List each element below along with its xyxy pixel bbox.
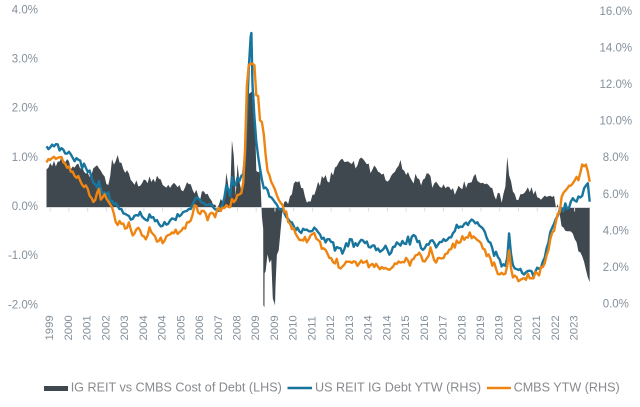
svg-text:2005: 2005 bbox=[175, 315, 187, 340]
svg-text:0.0%: 0.0% bbox=[603, 299, 629, 311]
svg-text:-1.0%: -1.0% bbox=[8, 250, 38, 262]
svg-text:2004: 2004 bbox=[138, 315, 150, 340]
svg-text:0.0%: 0.0% bbox=[12, 201, 38, 213]
svg-text:2016: 2016 bbox=[419, 315, 431, 340]
svg-text:2019: 2019 bbox=[494, 315, 506, 340]
svg-text:10.0%: 10.0% bbox=[599, 116, 632, 128]
svg-text:2012: 2012 bbox=[325, 315, 337, 340]
svg-text:3.0%: 3.0% bbox=[12, 54, 38, 66]
svg-text:4.0%: 4.0% bbox=[603, 225, 629, 237]
svg-text:2017: 2017 bbox=[438, 315, 450, 340]
svg-text:2022: 2022 bbox=[550, 315, 562, 340]
svg-text:2013: 2013 bbox=[344, 315, 356, 340]
svg-text:2018: 2018 bbox=[456, 315, 468, 340]
svg-text:2.0%: 2.0% bbox=[12, 103, 38, 115]
svg-text:2015: 2015 bbox=[400, 315, 412, 340]
svg-text:2.0%: 2.0% bbox=[603, 262, 629, 274]
svg-text:2023: 2023 bbox=[569, 315, 581, 340]
svg-text:1.0%: 1.0% bbox=[12, 152, 38, 164]
svg-text:2020: 2020 bbox=[513, 315, 525, 340]
svg-text:2000: 2000 bbox=[63, 315, 75, 340]
svg-text:-2.0%: -2.0% bbox=[8, 299, 38, 311]
svg-text:2007: 2007 bbox=[213, 315, 225, 340]
svg-text:8.0%: 8.0% bbox=[603, 152, 629, 164]
svg-text:2002: 2002 bbox=[100, 315, 112, 340]
svg-text:2014: 2014 bbox=[363, 315, 375, 340]
svg-text:2001: 2001 bbox=[82, 315, 94, 340]
svg-text:2008: 2008 bbox=[232, 315, 244, 340]
svg-text:US REIT IG Debt YTW (RHS): US REIT IG Debt YTW (RHS) bbox=[315, 381, 481, 395]
svg-text:1999: 1999 bbox=[44, 315, 56, 340]
svg-text:2019: 2019 bbox=[475, 315, 487, 340]
svg-text:2004: 2004 bbox=[157, 315, 169, 340]
svg-text:2006: 2006 bbox=[194, 315, 206, 340]
svg-text:14.0%: 14.0% bbox=[599, 43, 632, 55]
svg-text:2009: 2009 bbox=[269, 315, 281, 340]
svg-text:2014: 2014 bbox=[381, 315, 393, 340]
svg-text:6.0%: 6.0% bbox=[603, 189, 629, 201]
svg-text:2009: 2009 bbox=[250, 315, 262, 340]
svg-text:CMBS YTW (RHS): CMBS YTW (RHS) bbox=[514, 381, 620, 395]
svg-text:4.0%: 4.0% bbox=[12, 4, 38, 16]
svg-text:2021: 2021 bbox=[531, 315, 543, 340]
svg-text:2010: 2010 bbox=[288, 315, 300, 340]
svg-text:12.0%: 12.0% bbox=[599, 79, 632, 91]
svg-text:IG REIT vs CMBS Cost of Debt (: IG REIT vs CMBS Cost of Debt (LHS) bbox=[71, 381, 282, 395]
svg-text:2003: 2003 bbox=[119, 315, 131, 340]
svg-text:2011: 2011 bbox=[306, 316, 318, 340]
svg-text:16.0%: 16.0% bbox=[599, 6, 632, 18]
